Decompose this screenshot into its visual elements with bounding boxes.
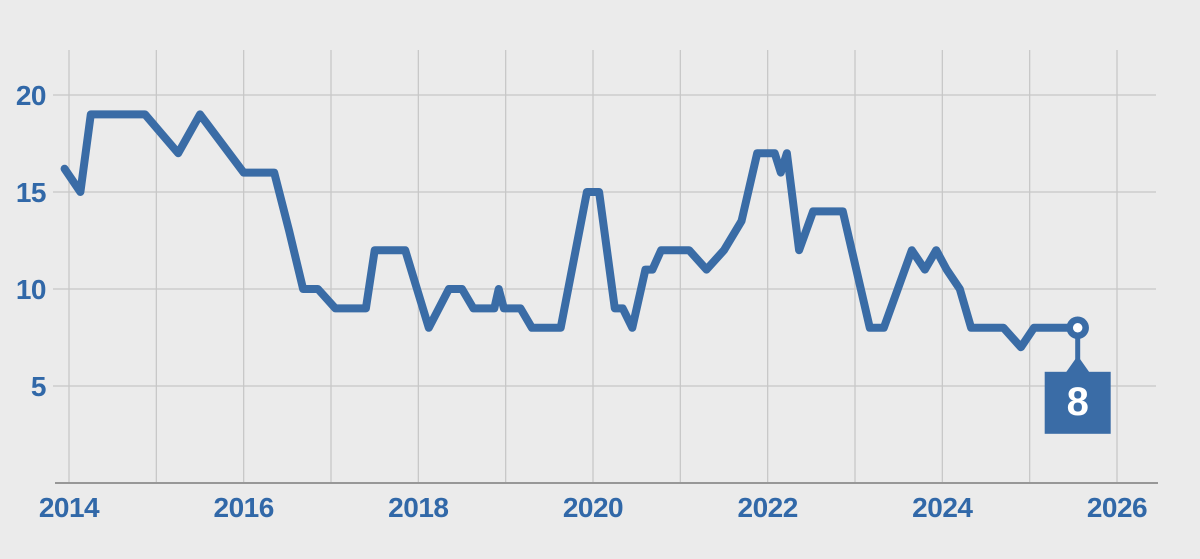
callout-arrow xyxy=(1065,355,1090,373)
vertical-gridlines xyxy=(68,50,1118,483)
y-tick-label-10: 10 xyxy=(16,274,46,305)
callout-box xyxy=(1044,371,1111,434)
x-axis-tick-labels: 2014 2016 2018 2020 2022 2024 2026 xyxy=(39,492,1148,523)
horizontal-gridlines xyxy=(53,94,1156,387)
end-point-marker xyxy=(1066,316,1089,340)
x-tick-label-2016: 2016 xyxy=(214,492,274,523)
x-tick-label-2022: 2022 xyxy=(738,492,798,523)
y-tick-label-20: 20 xyxy=(16,80,46,111)
callout-value-label: 8 xyxy=(1067,380,1089,424)
x-tick-label-2014: 2014 xyxy=(39,492,100,523)
y-tick-label-5: 5 xyxy=(31,371,46,402)
x-tick-label-2024: 2024 xyxy=(912,492,973,523)
data-series-line xyxy=(60,110,1082,352)
x-tick-label-2026: 2026 xyxy=(1087,492,1147,523)
x-tick-label-2020: 2020 xyxy=(563,492,623,523)
value-callout: 8 xyxy=(1044,335,1111,434)
y-tick-label-15: 15 xyxy=(16,177,46,208)
y-axis-tick-labels: 5 10 15 20 xyxy=(16,80,47,402)
x-tick-label-2018: 2018 xyxy=(388,492,448,523)
